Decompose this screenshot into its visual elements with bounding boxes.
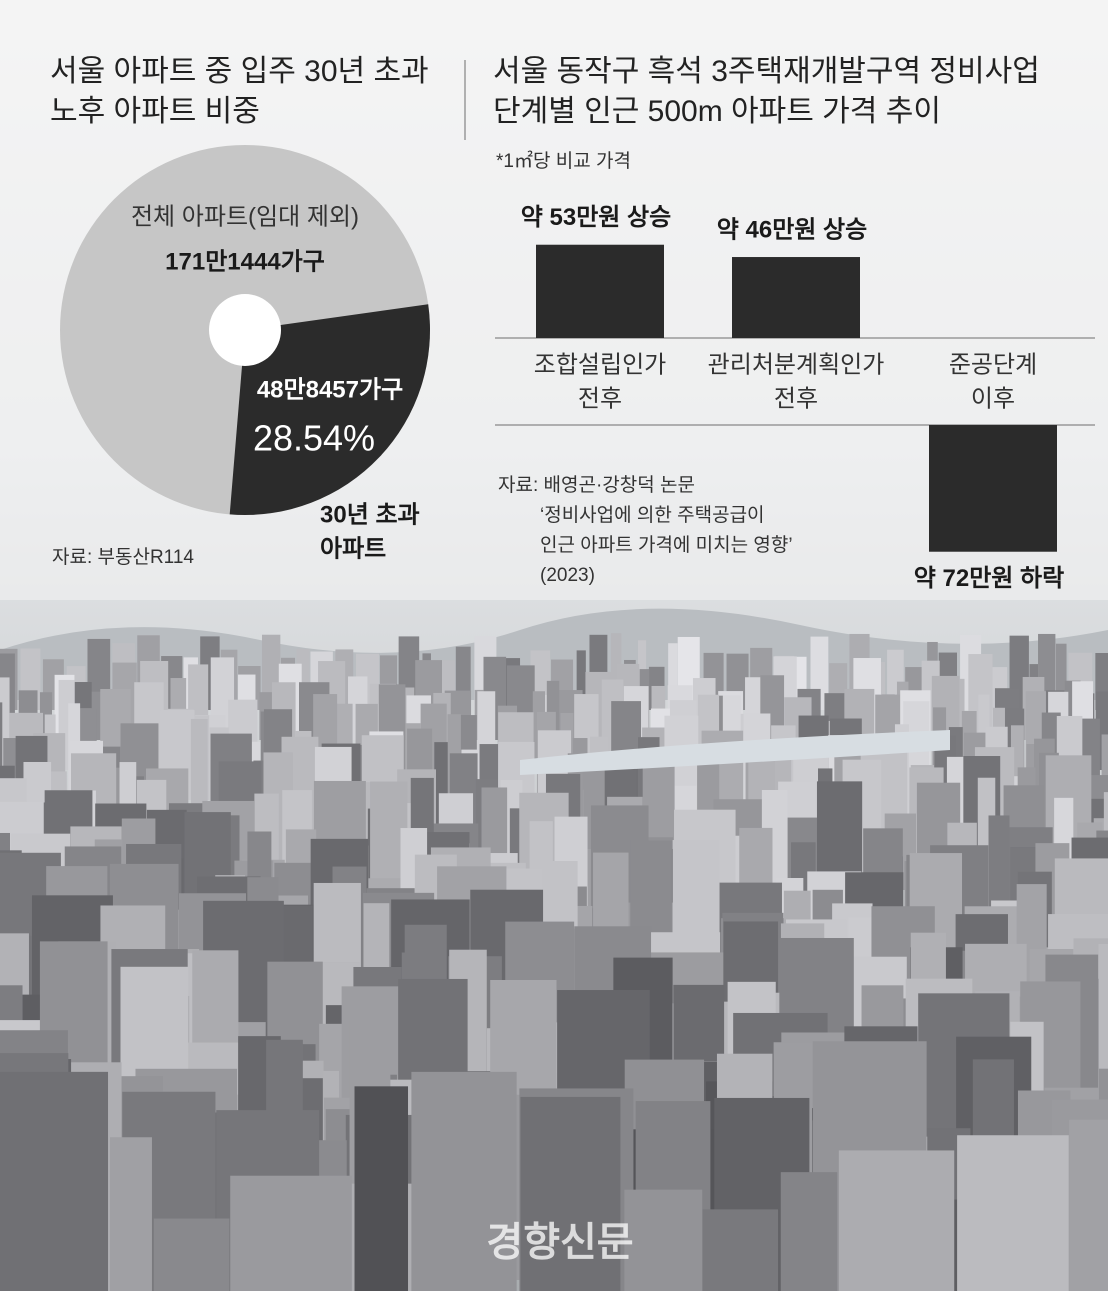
building (1101, 734, 1108, 800)
building (576, 650, 586, 710)
x-tick-label: 조합설립인가 (534, 351, 666, 378)
building (0, 1071, 109, 1291)
building (610, 633, 622, 710)
slice-label: 전체 아파트(임대 제외) (131, 203, 359, 230)
pie-slice (229, 304, 430, 515)
value-label: 약 53만원 상승 (521, 204, 671, 231)
slice-label: 30년 초과 (320, 501, 420, 528)
bar (536, 244, 664, 338)
chart-title: 노후 아파트 비중 (50, 95, 260, 128)
chart-title: 서울 아파트 중 입주 30년 초과 (50, 55, 429, 88)
slice-value: 171만1444가구 (165, 248, 325, 275)
slice-value: 48만8457가구 (257, 376, 403, 403)
x-tick-label: 전후 (578, 385, 622, 412)
chart-title: 서울 동작구 흑석 3주택재개발구역 정비사업 (493, 55, 1040, 88)
x-tick-label: 준공단계 (949, 351, 1037, 378)
building (957, 1135, 1069, 1291)
x-tick-label: 전후 (774, 385, 818, 412)
building (1098, 944, 1108, 1160)
source: (2023) (540, 565, 595, 586)
source: 자료: 부동산R114 (52, 546, 194, 568)
slice-label: 아파트 (320, 535, 386, 562)
building (795, 656, 807, 710)
subtitle: *1㎡당 비교 가격 (496, 149, 631, 172)
building (668, 643, 678, 710)
x-tick-label: 관리처분계획인가 (708, 351, 885, 378)
building (838, 1150, 955, 1291)
building (1069, 1119, 1108, 1291)
building (153, 1218, 230, 1291)
building (624, 1189, 703, 1291)
building (702, 1209, 779, 1291)
chart-title: 단계별 인근 500m 아파트 가격 추이 (493, 95, 941, 128)
value-label: 약 46만원 상승 (717, 216, 867, 243)
building (230, 1175, 352, 1291)
value-label: 약 72만원 하락 (914, 565, 1064, 592)
building (520, 1096, 621, 1291)
source: ‘정비사업에 의한 주택공급이 (540, 504, 765, 526)
x-tick-label: 이후 (971, 385, 1015, 412)
building (0, 677, 10, 770)
building (354, 1086, 409, 1291)
building (110, 1137, 152, 1291)
bar (929, 425, 1057, 552)
building (978, 694, 990, 770)
river (520, 730, 950, 775)
bar (732, 257, 860, 338)
pie-hole (209, 294, 281, 366)
building (780, 1172, 838, 1291)
source: 인근 아파트 가격에 미치는 영향’ (540, 534, 793, 556)
building (1055, 643, 1067, 710)
city-photo (0, 608, 1108, 1291)
building (411, 1071, 517, 1291)
slice-percent: 28.54% (253, 418, 375, 459)
source: 자료: 배영곤·강창덕 논문 (498, 474, 695, 496)
building (0, 702, 3, 800)
watermark: 경향신문 (486, 1221, 633, 1265)
